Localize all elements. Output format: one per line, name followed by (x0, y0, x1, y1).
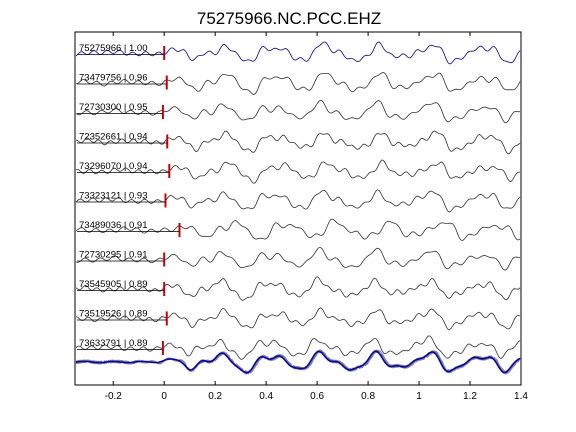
x-tick-label-4: 0.6 (310, 391, 324, 402)
trace-label-7: 72730295 | 0.91 (79, 250, 148, 261)
x-tick-label-2: 0.2 (208, 391, 222, 402)
trace-line-8 (75, 276, 521, 301)
x-tick-label-6: 1 (416, 391, 422, 402)
trace-line-7 (75, 247, 521, 271)
overlay-reference (75, 350, 521, 374)
trace-labels: 75275966 | 1.00 73479756 | 0.96 72730300 |… (77, 43, 180, 350)
trace-line-6 (75, 218, 521, 241)
trace-line-4 (75, 159, 521, 184)
x-tick-label-3: 0.4 (259, 391, 273, 402)
x-tick-label-8: 1.4 (514, 391, 528, 402)
x-tick-label-0: -0.2 (105, 391, 123, 402)
trace-label-9: 73519526 | 0.89 (79, 309, 148, 320)
trace-label-5: 73323121 | 0.93 (79, 191, 148, 202)
trace-label-2: 72730300 | 0.95 (79, 102, 148, 113)
trace-label-0: 75275966 | 1.00 (79, 43, 148, 54)
chart-title: 75275966.NC.PCC.EHZ (197, 9, 381, 28)
x-tick-label-1: 0 (161, 391, 167, 402)
x-axis: -0.2 0 0.2 0.4 0.6 0.8 1 1.2 1.4 (105, 32, 528, 402)
overlay-stack (75, 349, 521, 375)
trace-line-9 (75, 307, 521, 331)
trace-line-5 (75, 189, 521, 213)
trace-label-4: 73296070 | 0.94 (79, 161, 148, 172)
trace-label-3: 72352661 | 0.94 (79, 132, 148, 143)
x-tick-label-7: 1.2 (463, 391, 477, 402)
trace-label-10: 73633791 | 0.89 (79, 338, 148, 349)
trace-label-6: 73489036 | 0.91 (79, 220, 148, 231)
plot-frame (74, 31, 522, 386)
trace-line-1 (75, 72, 521, 95)
x-tick-label-5: 0.8 (361, 391, 375, 402)
trace-line-3 (75, 130, 521, 155)
trace-line-10 (75, 335, 521, 360)
trace-stack (75, 41, 521, 360)
trace-label-8: 73545905 | 0.89 (79, 279, 148, 290)
trace-label-1: 73479756 | 0.96 (79, 73, 148, 84)
